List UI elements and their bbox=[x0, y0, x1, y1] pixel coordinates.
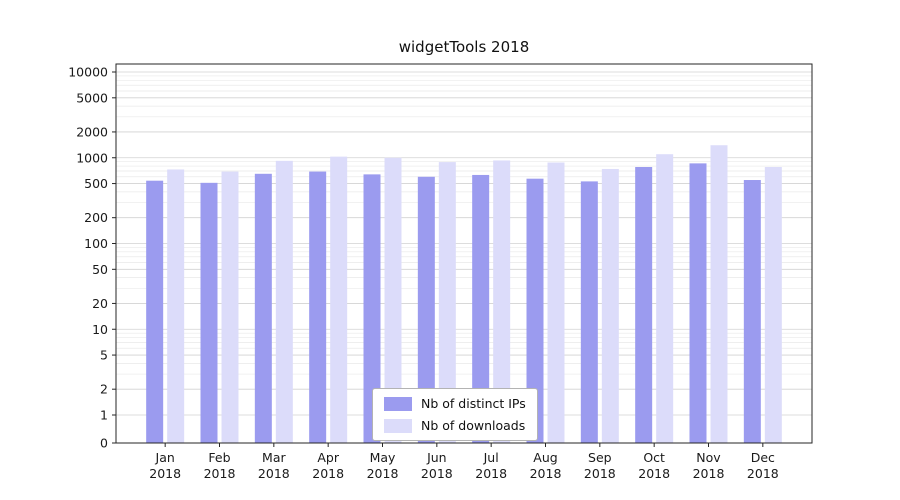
y-tick-label: 10000 bbox=[68, 65, 108, 80]
legend-swatch-downloads bbox=[384, 418, 412, 433]
y-tick-label: 2 bbox=[100, 382, 108, 397]
x-tick-label-year: 2018 bbox=[312, 466, 344, 481]
y-tick-label: 1000 bbox=[76, 150, 108, 165]
x-tick-label-year: 2018 bbox=[584, 466, 616, 481]
chart-title: widgetTools 2018 bbox=[398, 38, 530, 56]
plot-frame bbox=[115, 63, 813, 444]
x-tick-label-month: Jul bbox=[483, 450, 499, 465]
bar-downloads bbox=[330, 156, 348, 443]
bar-distinct-ips bbox=[635, 167, 653, 444]
bar-distinct-ips bbox=[200, 182, 218, 443]
x-tick-label-year: 2018 bbox=[475, 466, 507, 481]
y-tick-label: 200 bbox=[84, 210, 108, 225]
x-tick-label-month: Feb bbox=[208, 450, 230, 465]
y-tick-label: 500 bbox=[84, 176, 108, 191]
bar-distinct-ips bbox=[580, 181, 598, 443]
x-tick-label-month: Jan bbox=[155, 450, 175, 465]
bar-downloads bbox=[601, 168, 619, 443]
x-tick-label-month: May bbox=[370, 450, 396, 465]
legend-item-distinct-ips: Nb of distinct IPs bbox=[384, 396, 526, 411]
bar-distinct-ips bbox=[254, 173, 272, 444]
y-tick-label: 20 bbox=[92, 296, 108, 311]
x-tick-label-year: 2018 bbox=[258, 466, 290, 481]
bar-distinct-ips bbox=[526, 178, 544, 444]
bar-distinct-ips bbox=[417, 176, 435, 443]
y-tick-label: 5000 bbox=[76, 90, 108, 105]
x-tick-label-month: Apr bbox=[317, 450, 339, 465]
y-tick-label: 1 bbox=[100, 408, 108, 423]
x-tick-label-month: Nov bbox=[696, 450, 721, 465]
bar-downloads bbox=[656, 154, 674, 444]
y-tick-label: 50 bbox=[92, 262, 108, 277]
bar-downloads bbox=[438, 162, 456, 443]
x-tick-label-month: Aug bbox=[533, 450, 557, 465]
bar-downloads bbox=[221, 171, 239, 443]
x-tick-label-year: 2018 bbox=[421, 466, 453, 481]
y-tick-label: 5 bbox=[100, 348, 108, 363]
x-tick-label-year: 2018 bbox=[530, 466, 562, 481]
x-tick-label-month: Sep bbox=[588, 450, 612, 465]
bar-distinct-ips bbox=[363, 174, 381, 444]
bar-downloads bbox=[384, 157, 402, 443]
y-tick-label: 10 bbox=[92, 322, 108, 337]
bar-distinct-ips bbox=[146, 180, 164, 443]
bar-downloads bbox=[493, 160, 511, 444]
legend-item-downloads: Nb of downloads bbox=[384, 418, 526, 433]
legend-swatch-distinct-ips bbox=[384, 396, 412, 411]
x-tick-label-year: 2018 bbox=[204, 466, 236, 481]
bar-downloads bbox=[275, 160, 293, 443]
x-tick-label-month: Jun bbox=[426, 450, 447, 465]
bar-distinct-ips bbox=[689, 163, 707, 443]
bar-distinct-ips bbox=[472, 174, 490, 443]
bar-downloads bbox=[167, 169, 185, 443]
bar-downloads bbox=[547, 162, 565, 443]
bar-downloads bbox=[710, 145, 728, 443]
x-tick-label-month: Oct bbox=[643, 450, 665, 465]
x-tick-label-year: 2018 bbox=[367, 466, 399, 481]
legend: Nb of distinct IPs Nb of downloads bbox=[372, 388, 538, 441]
x-tick-label-month: Mar bbox=[262, 450, 286, 465]
x-tick-label-year: 2018 bbox=[638, 466, 670, 481]
y-tick-label: 0 bbox=[100, 436, 108, 451]
bar-downloads bbox=[764, 167, 782, 444]
bar-distinct-ips bbox=[743, 180, 761, 443]
y-tick-label: 2000 bbox=[76, 124, 108, 139]
legend-label-distinct-ips: Nb of distinct IPs bbox=[421, 396, 526, 411]
x-tick-label-year: 2018 bbox=[747, 466, 779, 481]
y-tick-label: 100 bbox=[84, 236, 108, 251]
legend-label-downloads: Nb of downloads bbox=[421, 418, 526, 433]
x-tick-label-year: 2018 bbox=[149, 466, 181, 481]
bar-distinct-ips bbox=[309, 171, 327, 443]
x-tick-label-year: 2018 bbox=[693, 466, 725, 481]
x-tick-label-month: Dec bbox=[751, 450, 775, 465]
